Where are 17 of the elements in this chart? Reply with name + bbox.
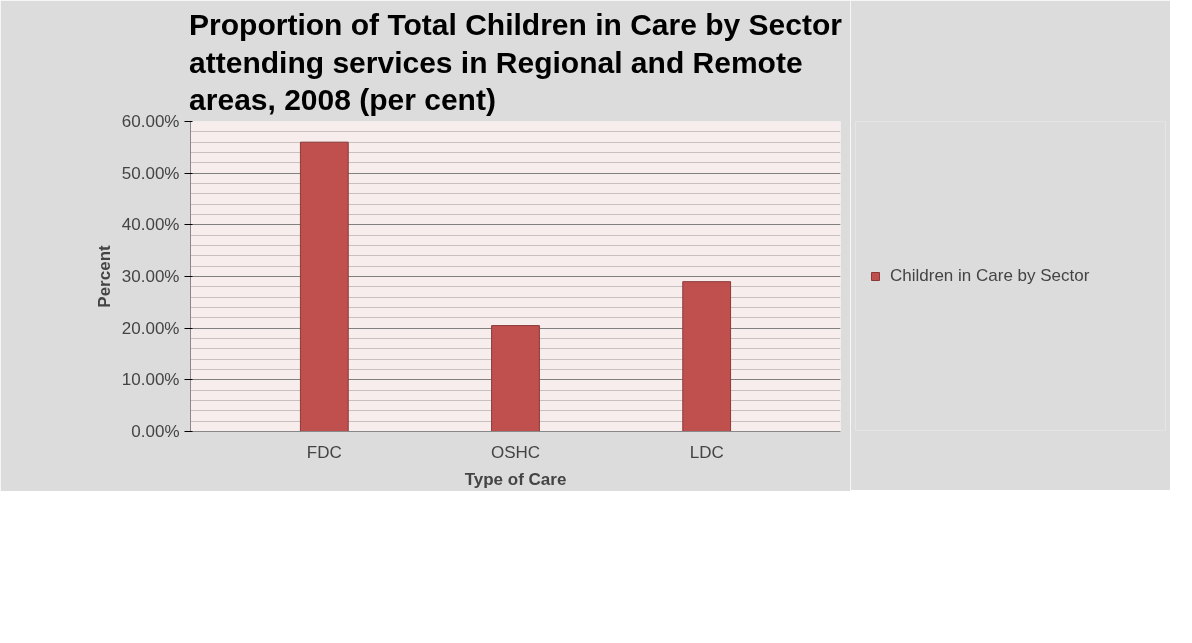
chart-title: Proportion of Total Children in Care by Sector attending services in Regional and Remote areas, 2008 (per cent) [189,7,843,117]
bar [682,281,732,432]
bar [491,325,540,432]
y-tick-label: 40.00% [121,215,180,235]
x-tick-label: LDC [689,442,724,462]
x-tick-label: OSHC [490,442,541,462]
x-tick-label: FDC [306,442,342,462]
bar [299,141,349,432]
y-tick-label: 50.00% [121,163,180,183]
y-tick-label: 60.00% [121,112,180,131]
x-axis-title: Type of Care [464,469,567,489]
y-tick-label: 30.00% [121,267,180,286]
y-tick-label: 10.00% [121,370,180,390]
y-tick-label: 20.00% [121,318,180,338]
y-axis-title: Percent [94,244,114,308]
legend-label: Children in Care by Sector [890,265,1090,286]
y-tick-label: 0.00% [131,422,180,441]
